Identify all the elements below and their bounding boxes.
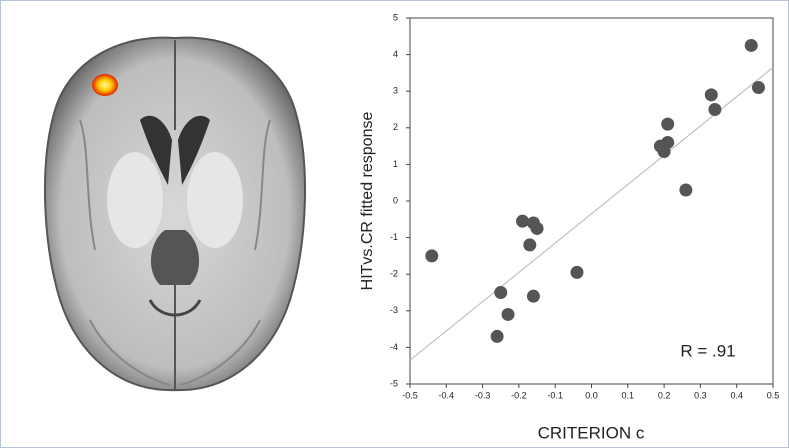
x-tick-label: 0.0 [585, 390, 598, 400]
y-tick-label: 0 [393, 195, 398, 205]
y-tick-label: -1 [390, 232, 398, 242]
data-point [658, 145, 671, 158]
y-tick-label: 2 [393, 122, 398, 132]
data-point [491, 330, 504, 343]
data-point [745, 39, 758, 52]
x-tick-label: 0.2 [658, 390, 671, 400]
x-tick-label: 0.4 [730, 390, 743, 400]
annotation: R = .91 [680, 341, 735, 360]
x-tick-label: -0.5 [402, 390, 418, 400]
data-point [516, 215, 529, 228]
data-point [502, 308, 515, 321]
y-tick-label: 4 [393, 49, 398, 59]
y-tick-label: -3 [390, 305, 398, 315]
data-point [494, 286, 507, 299]
data-point [661, 118, 674, 131]
brain-image [45, 38, 305, 390]
x-tick-label: 0.3 [694, 390, 707, 400]
y-axis-label: HITvs.CR fitted response [359, 112, 376, 291]
x-tick-label: -0.2 [511, 390, 527, 400]
figure: -0.5 -0.4 -0.3 -0.2 -0.1 0.0 0.1 0.2 0.3 0.4 0.5 -5… [0, 0, 789, 448]
data-point [531, 222, 544, 235]
x-tick-label: -0.3 [475, 390, 491, 400]
data-point [523, 238, 536, 251]
y-tick-label: -4 [390, 342, 398, 352]
y-tick-label: 5 [393, 12, 398, 22]
x-tick-label: 0.1 [622, 390, 635, 400]
y-tick-label: 1 [393, 159, 398, 169]
y-tick-label: -2 [390, 269, 398, 279]
data-point [752, 81, 765, 94]
x-tick-label: -0.4 [439, 390, 455, 400]
data-point [708, 103, 721, 116]
x-tick-label: -0.1 [547, 390, 563, 400]
data-point [425, 249, 438, 262]
y-tick-label: -5 [390, 378, 398, 388]
data-point [705, 88, 718, 101]
y-tick-label: 3 [393, 86, 398, 96]
x-axis-label: CRITERION c [538, 423, 645, 442]
data-point [679, 184, 692, 197]
x-tick-label: 0.5 [767, 390, 780, 400]
data-point [570, 266, 583, 279]
data-point [527, 290, 540, 303]
